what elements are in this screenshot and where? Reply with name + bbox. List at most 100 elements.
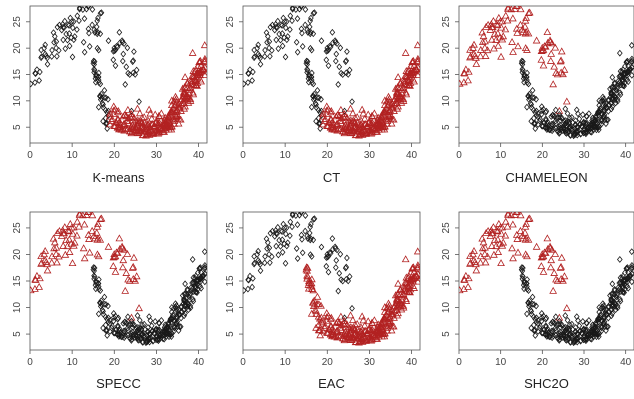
x-tick-label: 20	[322, 357, 334, 368]
point-diamond	[621, 278, 627, 286]
point-triangle	[557, 253, 566, 261]
point-diamond	[266, 44, 272, 52]
point-diamond	[154, 333, 161, 341]
point-triangle	[476, 52, 485, 60]
point-diamond	[251, 260, 257, 268]
point-triangle	[197, 61, 205, 69]
point-diamond	[128, 330, 135, 338]
point-diamond	[155, 326, 161, 334]
point-diamond	[55, 46, 62, 54]
point-diamond	[531, 94, 537, 102]
point-diamond	[97, 299, 104, 307]
point-diamond	[325, 62, 332, 70]
point-triangle	[546, 56, 555, 64]
point-triangle	[377, 113, 386, 121]
point-diamond	[310, 30, 317, 38]
point-triangle	[480, 43, 489, 51]
point-diamond	[533, 302, 539, 310]
point-diamond	[113, 42, 120, 50]
point-triangle	[404, 273, 412, 281]
point-triangle	[379, 107, 388, 115]
point-diamond	[289, 212, 296, 218]
point-triangle	[109, 262, 118, 270]
point-triangle	[539, 252, 548, 260]
point-diamond	[313, 117, 319, 125]
point-diamond	[187, 290, 194, 298]
point-diamond	[91, 26, 97, 34]
point-diamond	[104, 332, 111, 339]
point-triangle	[556, 57, 565, 65]
point-diamond	[110, 309, 117, 317]
point-diamond	[308, 220, 314, 228]
point-triangle	[512, 230, 521, 238]
point-diamond	[120, 50, 127, 58]
point-triangle	[377, 118, 386, 126]
point-diamond	[127, 334, 133, 342]
point-triangle	[501, 11, 510, 19]
point-triangle	[476, 258, 485, 266]
point-diamond	[182, 280, 188, 288]
point-diamond	[255, 50, 261, 58]
y-tick-label: 25	[225, 16, 236, 28]
point-diamond	[540, 312, 547, 320]
point-triangle	[343, 113, 352, 121]
point-triangle	[320, 323, 329, 331]
point-triangle	[124, 275, 132, 283]
point-diamond	[330, 245, 336, 253]
point-diamond	[277, 242, 284, 250]
point-triangle	[514, 248, 522, 256]
point-diamond	[98, 9, 105, 17]
point-diamond	[34, 66, 40, 74]
point-triangle	[340, 329, 349, 337]
point-triangle	[121, 286, 130, 294]
point-diamond	[284, 33, 291, 40]
point-triangle	[364, 317, 373, 325]
point-triangle	[114, 119, 123, 127]
point-diamond	[582, 336, 588, 343]
point-triangle	[111, 252, 120, 260]
point-triangle	[52, 250, 61, 257]
point-diamond	[251, 46, 257, 54]
point-diamond	[69, 24, 76, 32]
point-triangle	[115, 244, 124, 252]
point-diamond	[534, 320, 541, 328]
point-diamond	[600, 308, 606, 315]
point-triangle	[459, 284, 468, 292]
point-triangle	[460, 275, 469, 283]
point-triangle	[41, 256, 50, 264]
point-diamond	[335, 287, 342, 295]
point-diamond	[174, 313, 180, 321]
point-diamond	[550, 125, 557, 133]
y-tick-label: 20	[441, 248, 452, 260]
point-triangle	[349, 127, 357, 135]
point-diamond	[578, 122, 585, 130]
point-triangle	[80, 220, 89, 228]
point-diamond	[296, 212, 303, 219]
point-diamond	[255, 257, 261, 264]
point-diamond	[601, 313, 608, 321]
point-diamond	[308, 14, 314, 22]
point-triangle	[393, 104, 402, 112]
point-diamond	[105, 302, 111, 310]
point-diamond	[332, 57, 339, 65]
point-diamond	[281, 224, 288, 232]
point-diamond	[273, 36, 279, 44]
point-diamond	[557, 320, 563, 328]
point-triangle	[111, 105, 120, 113]
point-triangle	[321, 115, 330, 122]
panel-title: CHAMELEON	[505, 170, 587, 185]
point-diamond	[178, 307, 185, 315]
y-tick-label: 15	[12, 275, 23, 287]
point-diamond	[299, 235, 305, 243]
point-diamond	[149, 328, 155, 335]
point-triangle	[559, 276, 567, 284]
y-tick-label: 25	[441, 222, 452, 234]
points	[243, 6, 420, 139]
point-triangle	[482, 22, 490, 30]
point-triangle	[322, 106, 331, 114]
y-tick-label: 25	[12, 16, 23, 28]
point-diamond	[51, 38, 57, 46]
point-diamond	[267, 52, 273, 60]
point-triangle	[189, 88, 197, 96]
point-triangle	[109, 253, 118, 261]
